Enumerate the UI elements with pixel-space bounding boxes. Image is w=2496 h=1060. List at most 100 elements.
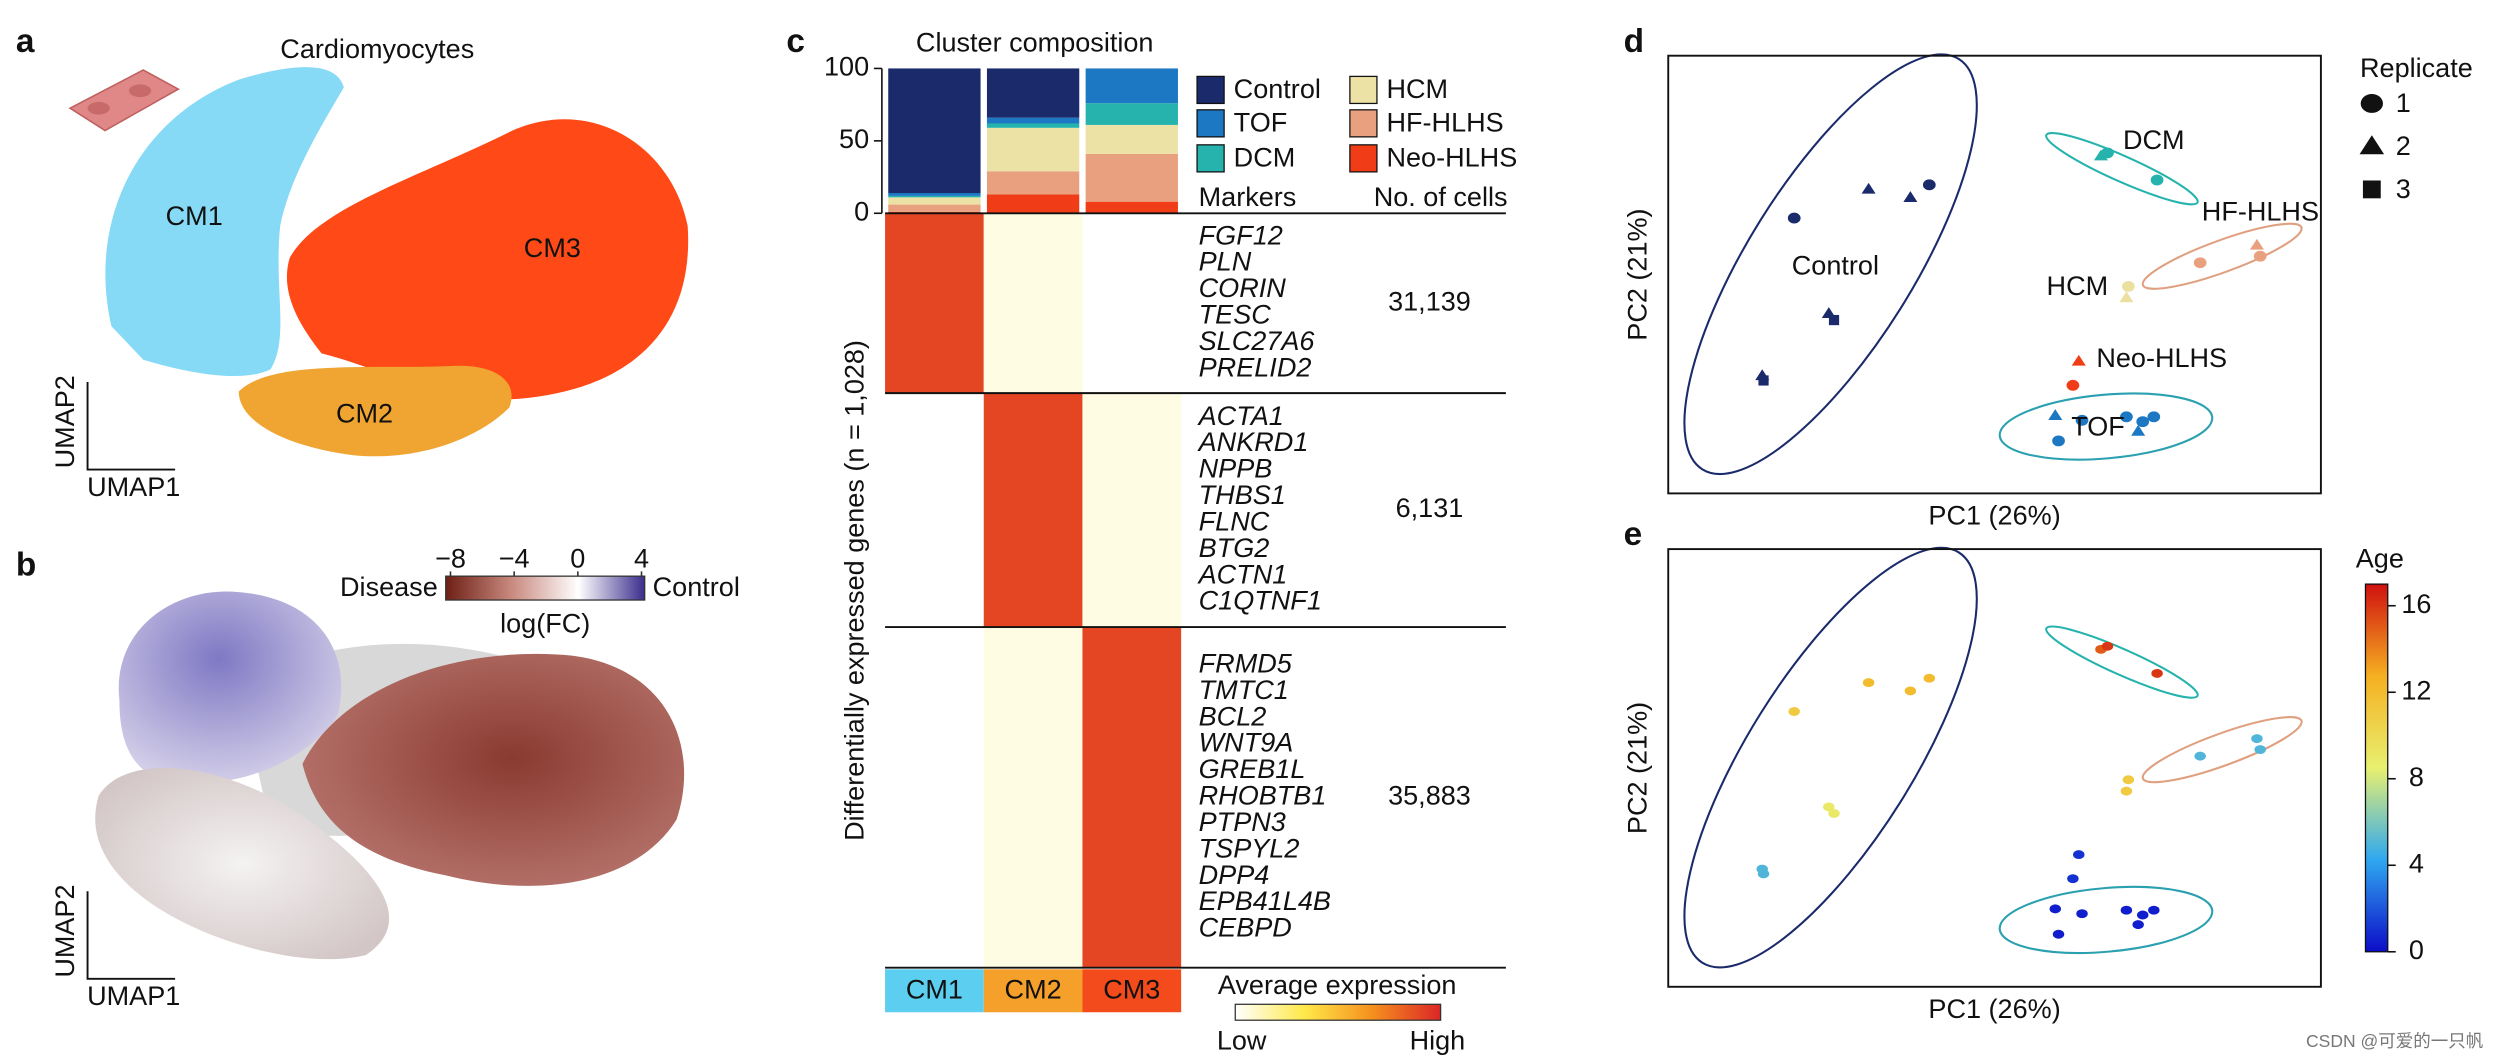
bar-segment [986, 123, 1080, 128]
point [2131, 424, 2146, 436]
point [2148, 905, 2160, 915]
chart-title: Cluster composition [916, 28, 1154, 58]
point [1788, 707, 1800, 716]
bar-segment [1085, 68, 1178, 104]
point [2120, 905, 2133, 915]
marker-gene: DPP4 [1199, 860, 1270, 890]
colorbar-title: Average expression [1218, 970, 1457, 1000]
ellipse [1683, 546, 1978, 969]
cell-count: 6,131 [1396, 493, 1464, 523]
legend-swatch [1196, 109, 1225, 138]
heatmap-cell [983, 213, 1083, 394]
marker-gene: TSPYL2 [1199, 833, 1300, 863]
x-axis-label: UMAP1 [87, 981, 180, 1011]
y-axis-label: UMAP2 [50, 884, 80, 977]
point [1828, 809, 1840, 818]
bar-segment [986, 117, 1080, 124]
point [2073, 850, 2085, 860]
legend-label: TOF [1234, 107, 1288, 137]
cluster-box [885, 969, 984, 1013]
marker-gene: C1QTNF1 [1199, 586, 1322, 616]
legend-symbol [2362, 180, 2381, 199]
column-header: Markers [1199, 182, 1297, 212]
point [2122, 775, 2135, 785]
group-ellipses [1683, 53, 2303, 969]
ellipse [1998, 885, 2214, 955]
legend-symbol [2360, 93, 2383, 113]
colorbar-tick-label: 12 [2401, 675, 2431, 705]
point [2253, 250, 2267, 262]
colorbar-high: Control [653, 572, 740, 602]
x-axis-label: PC1 (26%) [1928, 500, 2060, 530]
network-clouds [95, 591, 685, 960]
point [2075, 414, 2089, 426]
cell-count: 35,883 [1388, 781, 1471, 811]
legend-swatch [1196, 75, 1225, 105]
legend-swatch [1196, 144, 1225, 173]
legend-label: Control [1234, 74, 1321, 104]
cluster-label: CM1 [166, 201, 223, 231]
bar-segment [1085, 201, 1178, 214]
point [1828, 314, 1840, 326]
point [1861, 182, 1876, 194]
heatmap-cell [1082, 627, 1182, 968]
colorbar-low: Disease [340, 572, 438, 602]
group-label: HCM [2047, 271, 2109, 301]
point [2151, 668, 2163, 678]
group-label: Control [1792, 251, 1879, 281]
y-axis-label: UMAP2 [50, 375, 80, 468]
marker-gene: THBS1 [1199, 480, 1286, 510]
marker-gene: PRELID2 [1199, 352, 1312, 382]
colorbar [1234, 1003, 1442, 1021]
y-tick-label: 0 [854, 196, 869, 226]
cluster-label: CM2 [1005, 975, 1062, 1005]
legend-label: HF-HLHS [1386, 107, 1503, 137]
marker-gene: SLC27A6 [1199, 326, 1316, 356]
marker-gene: FGF12 [1199, 220, 1283, 250]
y-tick-label: 100 [824, 52, 869, 82]
bar-segment [888, 195, 981, 198]
point [2119, 291, 2134, 303]
cluster-label: CM1 [906, 975, 963, 1005]
cluster-label: CM3 [524, 233, 581, 263]
point [2150, 174, 2164, 186]
axis-arrows [86, 381, 176, 471]
legend-symbol [2359, 135, 2385, 155]
annotation: Cardiomyocytes [280, 34, 474, 64]
umap-clouds [68, 67, 689, 457]
panel-letter: c [786, 23, 805, 60]
point [1923, 673, 1936, 683]
group-label: Neo-HLHS [2096, 343, 2227, 373]
point [1903, 191, 1918, 202]
point [2076, 909, 2088, 919]
y-axis-label: Differentially expressed genes (n = 1,02… [840, 340, 870, 841]
heatmap-cell [983, 393, 1083, 628]
point [2132, 920, 2144, 930]
point [1862, 678, 1875, 688]
heatmap-cell [1082, 393, 1182, 628]
legend-label: HCM [1386, 74, 1448, 104]
point [2066, 379, 2080, 391]
marker-gene: TESC [1199, 300, 1272, 330]
cell-icon [68, 69, 180, 132]
cell-cloud [302, 653, 685, 886]
cluster-cloud [286, 119, 689, 400]
colorbar-tick-label: 8 [2409, 762, 2424, 792]
y-tick-label: 50 [839, 124, 869, 154]
ellipse [2045, 625, 2199, 699]
point [2048, 409, 2063, 420]
group-label: TOF [2071, 411, 2125, 441]
cell-cloud [95, 768, 390, 960]
heatmap-cell [885, 627, 984, 968]
ellipse [2141, 716, 2303, 784]
cluster-box [983, 969, 1083, 1013]
point [1904, 686, 1917, 696]
legend-swatch [1349, 109, 1378, 138]
ellipse [1998, 392, 2214, 461]
marker-gene: ANKRD1 [1197, 427, 1309, 457]
bar-segment [986, 68, 1080, 118]
plot-frame [1667, 548, 2322, 988]
point [2249, 238, 2264, 250]
point [2147, 411, 2161, 423]
y-axis-label: PC2 (21%) [1623, 208, 1653, 340]
